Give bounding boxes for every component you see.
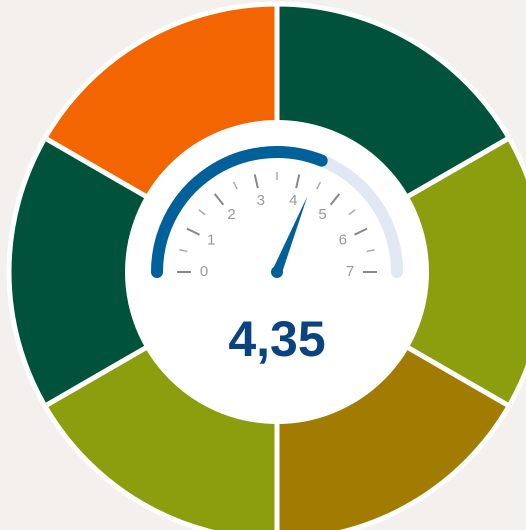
value-label: 4,35: [228, 311, 325, 367]
tick-mark: [354, 227, 368, 236]
tick-label: 3: [257, 192, 265, 209]
gauge-fill: [151, 146, 328, 278]
needle: [272, 195, 308, 274]
tick-mark: [213, 193, 225, 206]
tick-label: 5: [318, 206, 326, 223]
tick-label: 1: [207, 231, 215, 248]
tick-label: 7: [346, 263, 354, 280]
tick-mark: [253, 174, 259, 189]
tick-label: 2: [227, 206, 235, 223]
minor-tick: [316, 181, 322, 190]
tick-mark: [329, 193, 341, 206]
minor-tick: [366, 249, 375, 253]
minor-tick: [198, 209, 206, 216]
minor-tick: [348, 209, 356, 216]
tick-label: 0: [200, 263, 208, 280]
tick-label: 4: [289, 192, 297, 209]
minor-tick: [179, 249, 188, 253]
tick-label: 6: [339, 231, 347, 248]
tick-mark: [295, 174, 301, 189]
minor-tick: [232, 181, 238, 190]
needle-hub: [271, 266, 283, 278]
tick-mark: [186, 227, 200, 236]
